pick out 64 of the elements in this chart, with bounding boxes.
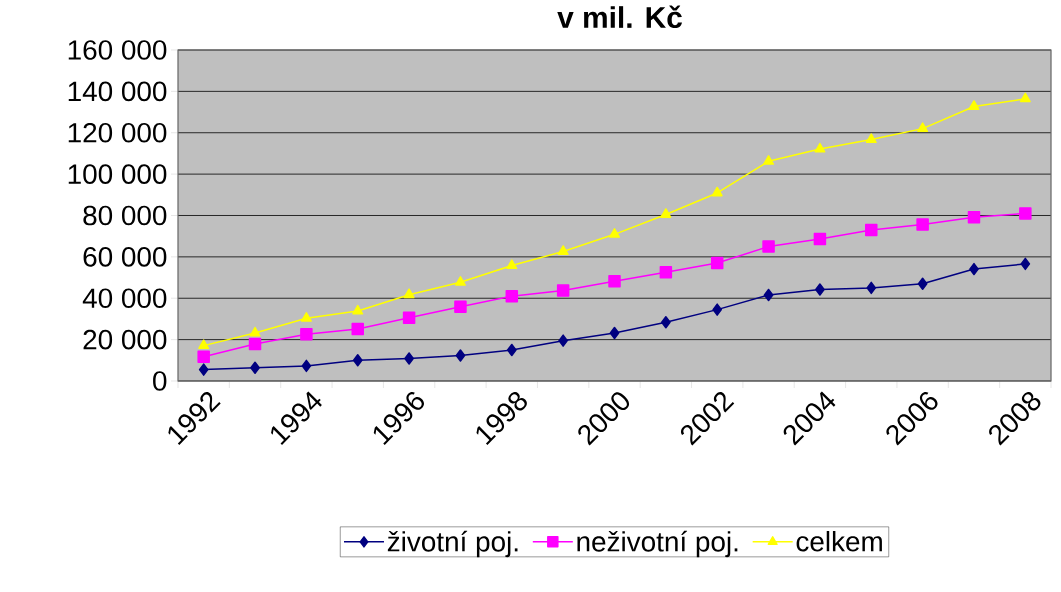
point	[197, 350, 210, 364]
y-tick-label: 0	[153, 371, 167, 391]
point	[402, 311, 416, 324]
point	[1020, 257, 1031, 271]
point	[1019, 207, 1032, 220]
point	[300, 328, 313, 341]
point	[249, 326, 261, 337]
point	[814, 142, 826, 153]
point	[556, 284, 570, 297]
point	[711, 186, 723, 197]
point	[917, 277, 928, 291]
y-tick-label: 140 000	[68, 81, 167, 102]
point	[866, 281, 877, 295]
legend-label: neživotní poj.	[577, 530, 738, 558]
point	[250, 361, 260, 375]
point	[710, 256, 724, 270]
point	[659, 265, 673, 279]
point	[198, 339, 210, 350]
point	[404, 352, 414, 365]
legend-label: životní poj.	[387, 530, 518, 558]
point	[506, 259, 518, 270]
point	[762, 240, 775, 253]
point	[351, 322, 364, 336]
point	[557, 245, 569, 255]
point	[763, 288, 774, 302]
point	[454, 300, 467, 313]
point	[608, 275, 621, 288]
point	[248, 337, 262, 351]
point	[198, 363, 209, 376]
point	[301, 359, 312, 373]
point	[506, 343, 517, 357]
point	[558, 334, 569, 347]
point	[660, 208, 672, 218]
point	[660, 316, 671, 329]
point	[815, 283, 825, 296]
y-tick-label: 160 000	[68, 40, 167, 60]
point	[300, 312, 312, 322]
point	[608, 228, 621, 238]
chart-title: v mil. Kč	[557, 5, 682, 29]
legend-label: celkem	[796, 531, 882, 552]
point	[865, 223, 878, 237]
y-tick-label: 100 000	[68, 164, 167, 184]
y-tick-label: 40 000	[82, 288, 167, 309]
point	[712, 303, 723, 316]
y-tick-label: 80 000	[83, 205, 167, 226]
point	[609, 326, 620, 340]
point	[813, 232, 827, 246]
point	[403, 288, 415, 299]
point	[917, 122, 929, 133]
point	[968, 100, 980, 110]
point	[967, 210, 981, 224]
point	[865, 133, 877, 144]
point	[916, 218, 929, 231]
point	[505, 289, 519, 303]
point	[455, 349, 466, 362]
point	[763, 155, 775, 165]
point	[352, 304, 364, 315]
point	[454, 276, 466, 286]
point	[1019, 92, 1031, 103]
y-tick-label: 60 000	[83, 247, 167, 267]
point	[969, 262, 979, 276]
y-tick-label: 120 000	[68, 122, 167, 143]
y-tick-label: 20 000	[83, 329, 167, 350]
point	[352, 354, 363, 367]
